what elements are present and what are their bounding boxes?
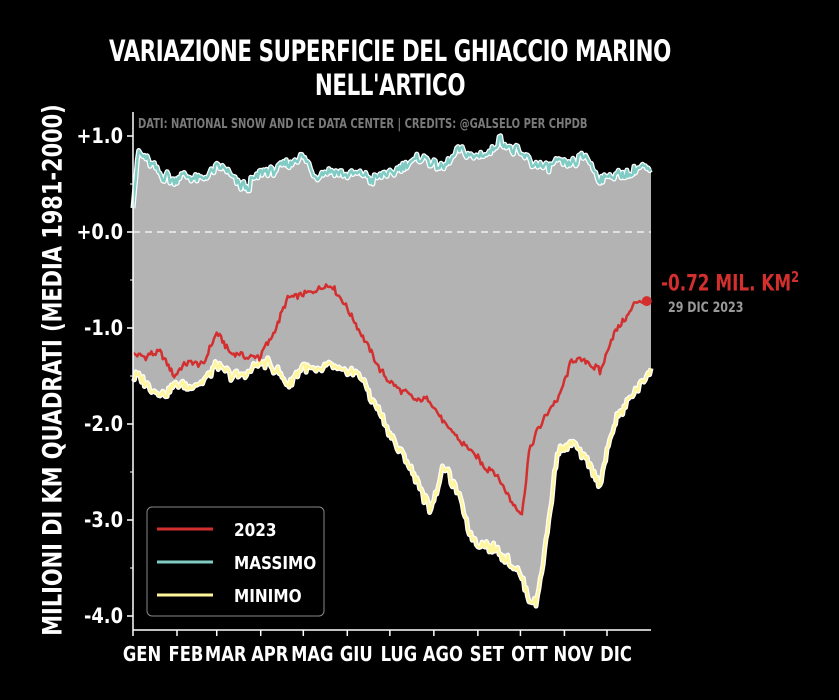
x-tick-label: AGO bbox=[423, 644, 463, 667]
latest-value-unit-superscript: 2 bbox=[791, 268, 800, 286]
x-tick-label: MAR bbox=[205, 644, 247, 667]
source-credits: DATI: NATIONAL SNOW AND ICE DATA CENTER … bbox=[138, 117, 588, 132]
x-tick-label: FEB bbox=[169, 644, 204, 667]
y-tick-label: -4.0 bbox=[84, 604, 123, 629]
y-tick-label: -1.0 bbox=[84, 316, 123, 341]
chart-title-line-1: VARIAZIONE SUPERFICIE DEL GHIACCIO MARIN… bbox=[109, 34, 671, 68]
legend-label-massimo: MASSIMO bbox=[234, 552, 316, 574]
series-2023-line bbox=[132, 283, 648, 516]
y-tick-label: +0.0 bbox=[76, 220, 123, 245]
latest-date-annotation: 29 DIC 2023 bbox=[668, 300, 744, 316]
latest-value-annotation: -0.72 MIL. KM2 bbox=[661, 268, 799, 296]
legend-label-minimo: MINIMO bbox=[234, 585, 302, 607]
x-tick-label: LUG bbox=[381, 644, 418, 667]
range-fill-area bbox=[133, 135, 651, 607]
x-tick-label: DIC bbox=[600, 644, 632, 667]
x-tick-label: GIU bbox=[340, 644, 373, 667]
chart-title-line-2: NELL'ARTICO bbox=[314, 68, 466, 102]
x-tick-label: MAG bbox=[291, 644, 333, 667]
legend-label-2023: 2023 bbox=[234, 519, 277, 541]
latest-value-text: -0.72 MIL. KM bbox=[661, 271, 792, 297]
y-tick-label: -2.0 bbox=[84, 412, 123, 437]
x-tick-label: SET bbox=[470, 644, 505, 667]
series-massimo-line bbox=[131, 134, 652, 209]
legend-box bbox=[146, 506, 325, 617]
x-tick-label: APR bbox=[251, 644, 288, 667]
series-2023-endpoint bbox=[641, 296, 652, 307]
x-tick-label: NOV bbox=[553, 644, 594, 667]
x-tick-label: OTT bbox=[511, 644, 548, 667]
series-minimo-line bbox=[132, 356, 653, 608]
x-tick-label: GEN bbox=[123, 644, 161, 667]
y-tick-label: -3.0 bbox=[84, 508, 123, 533]
y-tick-label: +1.0 bbox=[76, 124, 123, 149]
